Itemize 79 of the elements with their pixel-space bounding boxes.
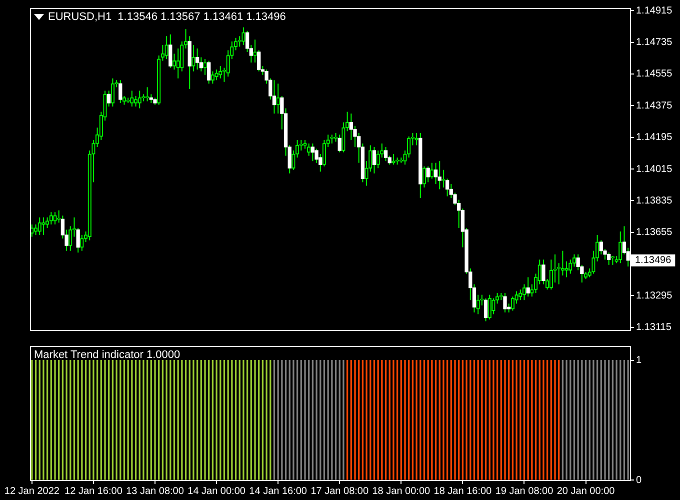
- x-tick-label: 18 Jan 00:00: [372, 486, 431, 497]
- candlestick: [307, 142, 311, 156]
- candlestick: [192, 44, 196, 72]
- candlestick: [42, 216, 46, 236]
- candlestick: [210, 70, 215, 84]
- y-tick-label: 1.14735: [636, 37, 673, 48]
- candlestick: [180, 40, 184, 72]
- candlestick: [422, 166, 426, 188]
- candlestick: [488, 294, 492, 320]
- candlestick: [392, 154, 396, 166]
- candlestick: [207, 60, 211, 84]
- candlestick: [38, 216, 42, 236]
- y-tick-label: 1.13295: [636, 290, 673, 302]
- candlestick: [310, 142, 315, 162]
- candlestick: [226, 50, 230, 78]
- y-tick-label: 0: [636, 474, 642, 486]
- candlestick: [438, 160, 442, 190]
- candlestick: [30, 224, 34, 238]
- candlestick: [342, 122, 346, 153]
- candlestick: [407, 136, 411, 158]
- candlestick: [242, 26, 246, 46]
- candlestick: [607, 252, 611, 266]
- candlestick: [276, 83, 280, 114]
- candlestick: [503, 292, 507, 313]
- y-tick-label: 1.14015: [636, 164, 673, 175]
- chart-title: Market Trend indicator 1.0000: [34, 349, 180, 361]
- candlestick: [138, 90, 142, 109]
- candlestick: [403, 150, 407, 166]
- candlestick: [480, 294, 484, 306]
- candlestick: [492, 298, 496, 315]
- candlestick: [214, 69, 218, 81]
- candlestick: [476, 294, 480, 315]
- candlestick: [384, 146, 388, 162]
- x-tick-label: 19 Jan 08:00: [495, 486, 554, 497]
- y-tick-label: 1.13835: [636, 195, 673, 206]
- y-tick-label: 1.14915: [636, 5, 673, 16]
- candlestick: [380, 142, 384, 158]
- candlestick: [134, 95, 138, 108]
- candlestick: [238, 36, 242, 48]
- x-tick-label: 13 Jan 08:00: [126, 486, 184, 497]
- candlestick: [272, 80, 276, 114]
- candlestick: [414, 132, 418, 146]
- candlestick: [484, 298, 488, 322]
- candlestick: [430, 162, 434, 180]
- candlestick: [253, 39, 257, 64]
- chart-title: EURUSD,H1 1.13546 1.13567 1.13461 1.13496: [48, 11, 286, 23]
- text: 1.13496: [635, 255, 672, 266]
- candlestick: [372, 146, 376, 174]
- x-tick-label: 14 Jan 16:00: [249, 486, 308, 497]
- candlestick: [526, 276, 530, 298]
- x-tick-label: 18 Jan 16:00: [434, 486, 492, 497]
- x-tick-label: 12 Jan 16:00: [64, 486, 123, 497]
- x-tick-label: 20 Jan 00:00: [556, 486, 616, 497]
- candlestick: [230, 40, 234, 60]
- x-tick-label: 12 Jan 2022: [4, 486, 60, 497]
- candlestick: [564, 260, 568, 278]
- y-tick-label: 1.14195: [636, 132, 673, 144]
- candlestick: [118, 80, 122, 104]
- candlestick: [195, 48, 200, 70]
- candlestick: [53, 212, 57, 225]
- candlestick: [110, 78, 115, 108]
- candlestick: [164, 36, 168, 60]
- candlestick: [130, 90, 134, 108]
- x-tick-label: 14 Jan 00:00: [188, 486, 246, 497]
- candlestick: [176, 48, 180, 79]
- candlestick: [80, 234, 84, 252]
- candlestick: [34, 224, 38, 236]
- candlestick: [426, 166, 430, 183]
- candlestick: [168, 34, 172, 68]
- candlestick: [376, 150, 380, 169]
- candlestick: [442, 169, 446, 188]
- candlestick: [172, 53, 176, 70]
- candlestick: [203, 58, 207, 76]
- y-tick-label: 1.13115: [636, 322, 672, 334]
- y-tick-label: 1.14555: [636, 68, 673, 80]
- x-tick-label: 17 Jan 08:00: [310, 486, 369, 497]
- y-tick-label: 1.13655: [636, 227, 673, 238]
- y-tick-label: 1: [636, 355, 642, 366]
- y-tick-label: 1.14375: [636, 100, 673, 112]
